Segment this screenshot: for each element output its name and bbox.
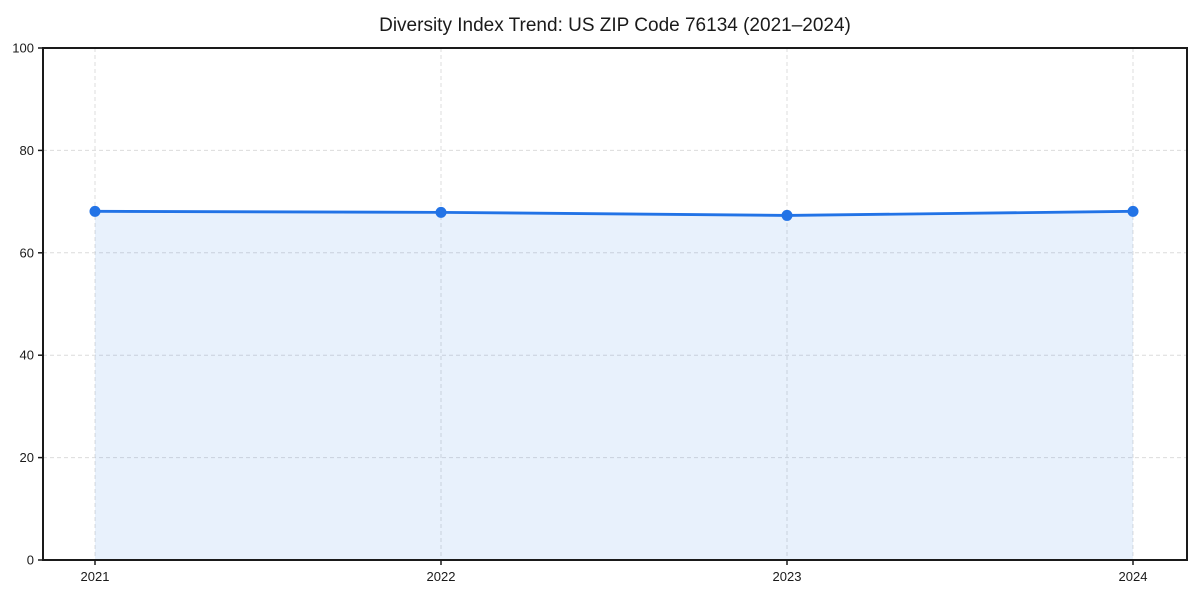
- x-tick-label: 2021: [81, 569, 110, 584]
- chart-title: Diversity Index Trend: US ZIP Code 76134…: [379, 15, 851, 36]
- x-tick-label: 2023: [773, 569, 802, 584]
- y-tick-label: 0: [27, 553, 34, 568]
- data-point-2021: [89, 205, 101, 217]
- x-tick-label: 2022: [427, 569, 456, 584]
- data-point-2023: [781, 209, 793, 221]
- trend-line: [93, 209, 1135, 217]
- y-tick-label: 80: [20, 143, 34, 158]
- y-tick-label: 20: [20, 450, 34, 465]
- x-tick-label: 2024: [1119, 569, 1148, 584]
- y-tick-label: 60: [20, 245, 34, 260]
- plot-frame: [42, 47, 1188, 561]
- plot-area: 0 20 40 60 80 100 2021 2022 2023 2024: [12, 41, 1188, 584]
- y-tick-label: 40: [20, 348, 34, 363]
- y-tick-label: 100: [12, 41, 34, 56]
- data-point-2024: [1127, 205, 1139, 217]
- data-point-2022: [435, 206, 447, 218]
- area-fill: [95, 211, 1133, 560]
